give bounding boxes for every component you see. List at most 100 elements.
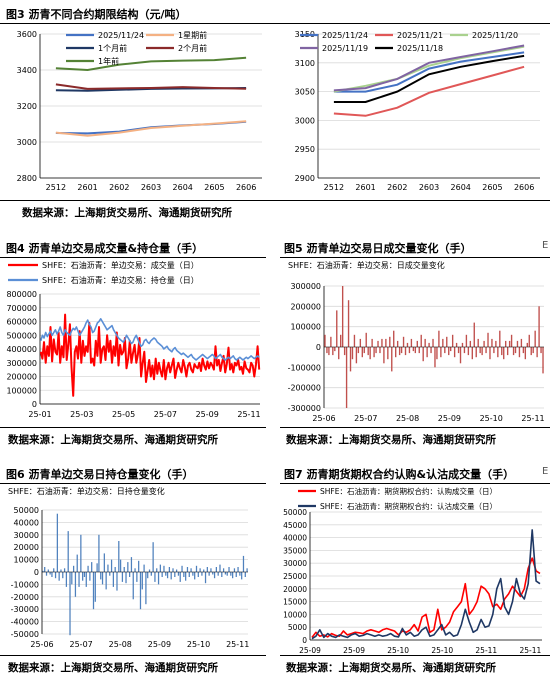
bar-13 <box>347 300 350 347</box>
bar-82 <box>188 572 190 577</box>
series-line-1 <box>39 313 261 397</box>
y-tick-label: 50000 <box>283 508 307 517</box>
y-tick-label: 30000 <box>283 559 307 568</box>
fig6-source: 数据来源：上海期货交易所、海通期货研究所 <box>8 662 218 674</box>
bar-32 <box>385 338 387 347</box>
bar-18 <box>357 347 360 354</box>
series-line-4 <box>55 83 247 90</box>
bar-84 <box>192 572 194 576</box>
bar-14 <box>349 347 352 372</box>
bar-6 <box>51 572 53 577</box>
bar-79 <box>477 338 479 347</box>
x-tick-label: 25-10 <box>480 414 503 423</box>
bar-107 <box>233 568 236 572</box>
x-tick-label: 25-06 <box>30 640 53 649</box>
bar-17 <box>355 347 358 364</box>
bar-90 <box>203 569 205 572</box>
bar-53 <box>136 572 138 582</box>
fig3-right-chart: 2900295030003050310031502512260126022603… <box>295 30 540 192</box>
y-tick-label: -50000 <box>11 630 39 639</box>
bar-85 <box>489 347 491 360</box>
bar-50 <box>130 557 133 572</box>
bar-24 <box>369 347 371 360</box>
y-tick-label: 3000 <box>17 138 37 147</box>
y-tick-label: 3000 <box>295 116 315 125</box>
x-tick-label: 25-08 <box>109 640 132 649</box>
y-tick-label: 300000 <box>290 282 321 291</box>
bar-22 <box>365 332 367 347</box>
bar-65 <box>157 572 160 585</box>
fig4-bottom-rule <box>0 427 266 428</box>
x-tick-label: 25-11 <box>475 646 497 655</box>
bar-99 <box>219 564 221 572</box>
bar-52 <box>424 338 426 347</box>
x-tick-label: 25-11 <box>226 640 249 649</box>
bar-82 <box>483 340 485 347</box>
bar-94 <box>210 568 212 572</box>
bar-105 <box>528 334 530 347</box>
bar-91 <box>204 572 207 584</box>
x-tick-label: 2601 <box>355 183 375 192</box>
bar-39 <box>110 559 113 572</box>
bar-21 <box>78 572 80 587</box>
bar-76 <box>471 347 473 360</box>
fig3-title: 图3 沥青不同合约期限结构（元/吨） <box>6 8 187 21</box>
y-tick-label: 0 <box>302 636 307 645</box>
series-line-2 <box>333 65 525 117</box>
y-tick-label: 3200 <box>17 102 37 111</box>
y-tick-label: 100000 <box>6 386 37 395</box>
bar-32 <box>98 534 100 572</box>
bar-93 <box>505 340 507 347</box>
bar-28 <box>377 340 379 347</box>
x-tick-label: 2602 <box>109 183 129 192</box>
series-line-1 <box>333 51 525 93</box>
bar-50 <box>420 334 422 347</box>
legend-label: SHFE：石油沥青：单边交易：持仓量（日） <box>42 275 199 285</box>
bar-66 <box>451 334 454 347</box>
bar-102 <box>224 572 227 575</box>
bar-54 <box>138 560 140 572</box>
bar-105 <box>230 572 232 576</box>
bar-22 <box>80 534 82 572</box>
x-tick-label: 2605 <box>204 183 224 192</box>
bar-98 <box>217 572 219 576</box>
bar-78 <box>475 347 477 358</box>
bar-26 <box>373 347 375 358</box>
legend-label: 1星期前 <box>178 30 207 40</box>
bar-111 <box>540 347 542 354</box>
series-line-1 <box>311 557 541 638</box>
x-tick-label: 25-10 <box>431 646 453 655</box>
bar-42 <box>116 572 118 591</box>
bar-104 <box>526 342 528 347</box>
bar-52 <box>134 568 136 572</box>
bar-75 <box>469 340 472 347</box>
bar-40 <box>112 572 114 587</box>
bar-37 <box>107 564 109 572</box>
x-tick-label: 2604 <box>451 183 471 192</box>
y-tick-label: -100000 <box>288 363 321 372</box>
bar-54 <box>428 342 430 347</box>
fig5-top-rule <box>280 257 550 258</box>
y-tick-label: -20000 <box>11 593 39 602</box>
bar-3 <box>45 572 48 576</box>
bar-58 <box>436 347 438 360</box>
fig7-edge-marker: E <box>542 466 549 477</box>
fig7-top-rule <box>280 483 550 484</box>
y-tick-label: 300000 <box>6 359 37 368</box>
bar-25 <box>85 572 87 587</box>
bar-8 <box>54 572 57 579</box>
y-tick-label: 20000 <box>14 543 39 552</box>
bar-20 <box>76 554 78 572</box>
bar-36 <box>105 572 107 590</box>
bar-37 <box>395 347 397 358</box>
bar-70 <box>459 347 462 364</box>
bar-6 <box>334 347 336 352</box>
fig5-edge-marker: E <box>542 240 549 251</box>
bar-69 <box>457 347 460 354</box>
bar-62 <box>444 347 446 354</box>
bar-10 <box>58 572 60 581</box>
bar-84 <box>487 332 489 347</box>
y-tick-label: 200000 <box>290 302 321 311</box>
bar-81 <box>186 567 189 572</box>
x-tick-label: 25-10 <box>187 640 210 649</box>
